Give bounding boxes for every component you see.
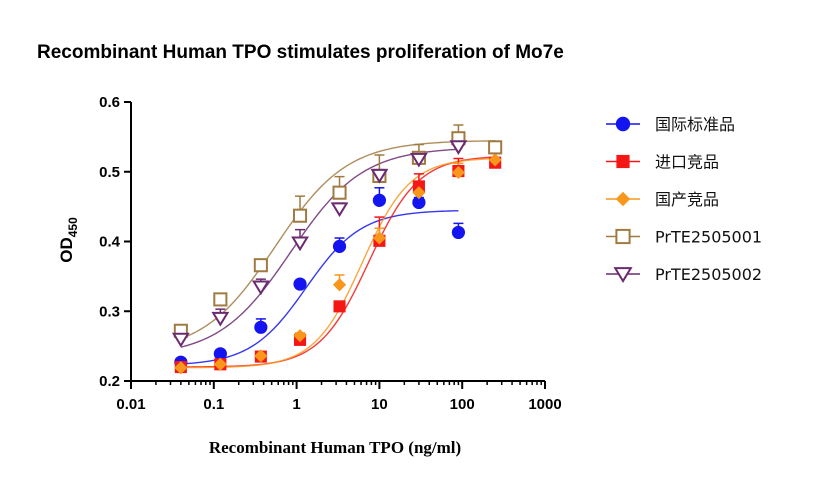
data-point [332, 185, 347, 200]
y-tick-label: 0.6 [99, 94, 120, 111]
y-axis-title-main: OD [57, 237, 76, 263]
legend-label: 国际标准品 [655, 115, 735, 134]
y-axis-title-subscript: 450 [66, 217, 80, 237]
data-point [174, 361, 188, 375]
y-tick-label: 0.2 [99, 373, 120, 390]
data-point [332, 239, 347, 253]
data-point [372, 193, 386, 207]
data-point [213, 292, 228, 307]
axes: 0.2 0.3 0.4 0.5 0.6 0.01 0.1 1 10 100 1000 [99, 94, 562, 413]
fit-curve-0 [180, 210, 459, 365]
data-point [291, 236, 309, 252]
data-point [213, 347, 227, 361]
legend-label: PrTE2505002 [655, 265, 762, 284]
legend-label: 国产竞品 [655, 190, 719, 209]
data-point [412, 195, 426, 210]
legend-label: PrTE2505001 [655, 228, 762, 247]
data-points [171, 131, 503, 375]
y-axis-title: OD450 [57, 217, 80, 263]
x-tick-label: 0.01 [116, 396, 145, 413]
y-tick-label: 0.3 [99, 303, 120, 320]
data-point [254, 320, 268, 334]
data-point [171, 332, 190, 348]
data-point [251, 280, 270, 296]
data-point [488, 153, 502, 167]
data-point [211, 311, 230, 327]
x-tick-label: 0.1 [203, 396, 224, 413]
data-point [451, 165, 466, 180]
data-point [292, 208, 308, 223]
data-point [332, 278, 347, 292]
x-tick-label: 1 [292, 396, 300, 413]
data-point [370, 168, 389, 184]
fit-curves [180, 140, 496, 369]
legend-marker [613, 267, 633, 283]
data-point [451, 225, 466, 240]
data-point [254, 349, 268, 363]
x-tick-label: 1000 [528, 396, 561, 413]
legend-label: 进口竞品 [655, 153, 719, 172]
legend-marker [616, 154, 630, 169]
data-point [372, 231, 386, 245]
data-point [330, 202, 349, 218]
legend-marker [615, 191, 631, 207]
chart-title: Recombinant Human TPO stimulates prolife… [37, 42, 564, 63]
data-point [409, 152, 428, 168]
x-axis-title: Recombinant Human TPO (ng/ml) [209, 438, 461, 457]
x-tick-label: 10 [371, 396, 388, 413]
data-point [449, 140, 468, 156]
data-point [213, 357, 227, 371]
data-point [412, 186, 426, 200]
legend-marker [615, 228, 631, 245]
legend-marker [615, 116, 631, 132]
y-tick-label: 0.4 [99, 234, 121, 251]
x-tick-label: 100 [450, 396, 475, 413]
data-point [333, 300, 346, 313]
data-point [253, 258, 268, 273]
data-point [293, 277, 307, 291]
data-point [488, 140, 503, 155]
fit-curve-3 [180, 140, 496, 340]
y-tick-label: 0.5 [99, 164, 120, 181]
data-point [293, 329, 307, 343]
